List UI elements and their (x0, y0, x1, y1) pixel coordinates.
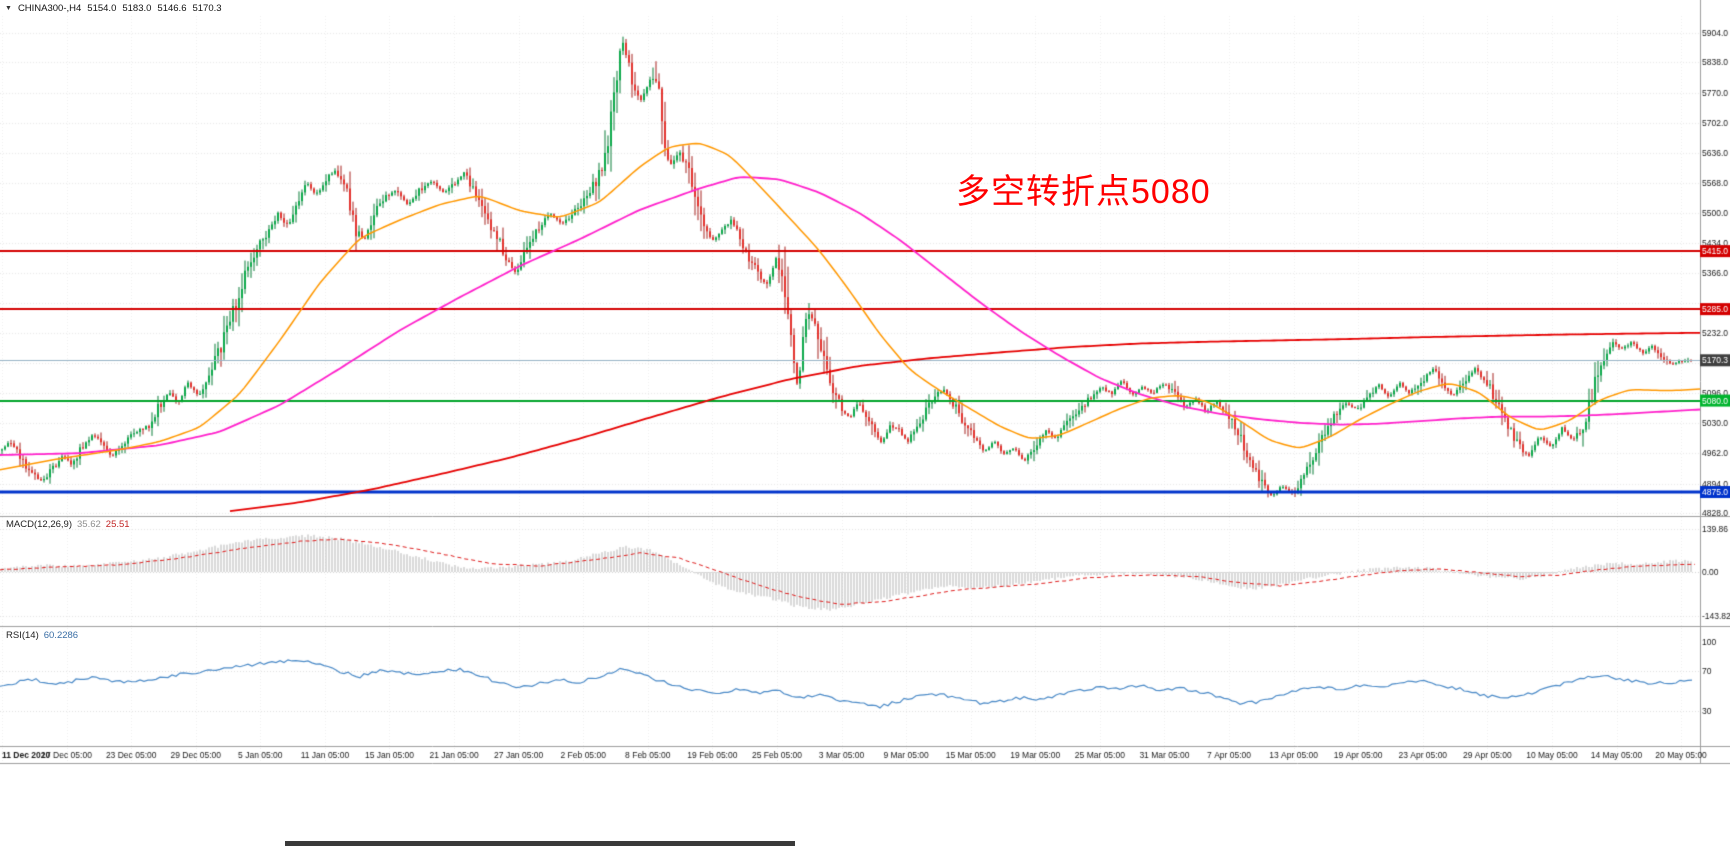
symbol-period-label: CHINA300-,H4 (17, 3, 82, 14)
rsi-indicator-label: RSI(14) 60.2286 (6, 630, 78, 641)
macd-signal-value: 25.51 (105, 519, 130, 530)
rsi-title: RSI(14) (6, 630, 39, 641)
chart-ohlc-info: ▼ CHINA300-,H4 5154.0 5183.0 5146.6 5170… (5, 3, 222, 14)
high-value: 5183.0 (122, 3, 152, 14)
annotation-text: 多空转折点5080 (956, 173, 1211, 211)
close-value: 5170.3 (192, 3, 222, 14)
open-value: 5154.0 (87, 3, 117, 14)
macd-indicator-label: MACD(12,26,9) 35.62 25.51 (6, 519, 130, 530)
low-value: 5146.6 (157, 3, 187, 14)
symbol-dropdown-icon[interactable]: ▼ (5, 5, 12, 12)
macd-title: MACD(12,26,9) (6, 519, 72, 530)
rsi-value: 60.2286 (43, 630, 79, 641)
macd-main-value: 35.62 (77, 519, 101, 530)
taskbar-fragment (285, 841, 795, 846)
